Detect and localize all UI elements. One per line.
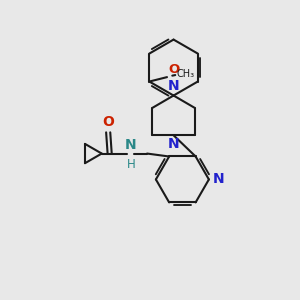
Text: N: N <box>212 172 224 186</box>
Text: CH₃: CH₃ <box>176 70 194 80</box>
Text: N: N <box>168 137 179 151</box>
Text: N: N <box>168 80 179 94</box>
Text: O: O <box>168 63 179 76</box>
Text: N: N <box>125 138 137 152</box>
Text: O: O <box>102 115 114 129</box>
Text: H: H <box>127 158 135 171</box>
